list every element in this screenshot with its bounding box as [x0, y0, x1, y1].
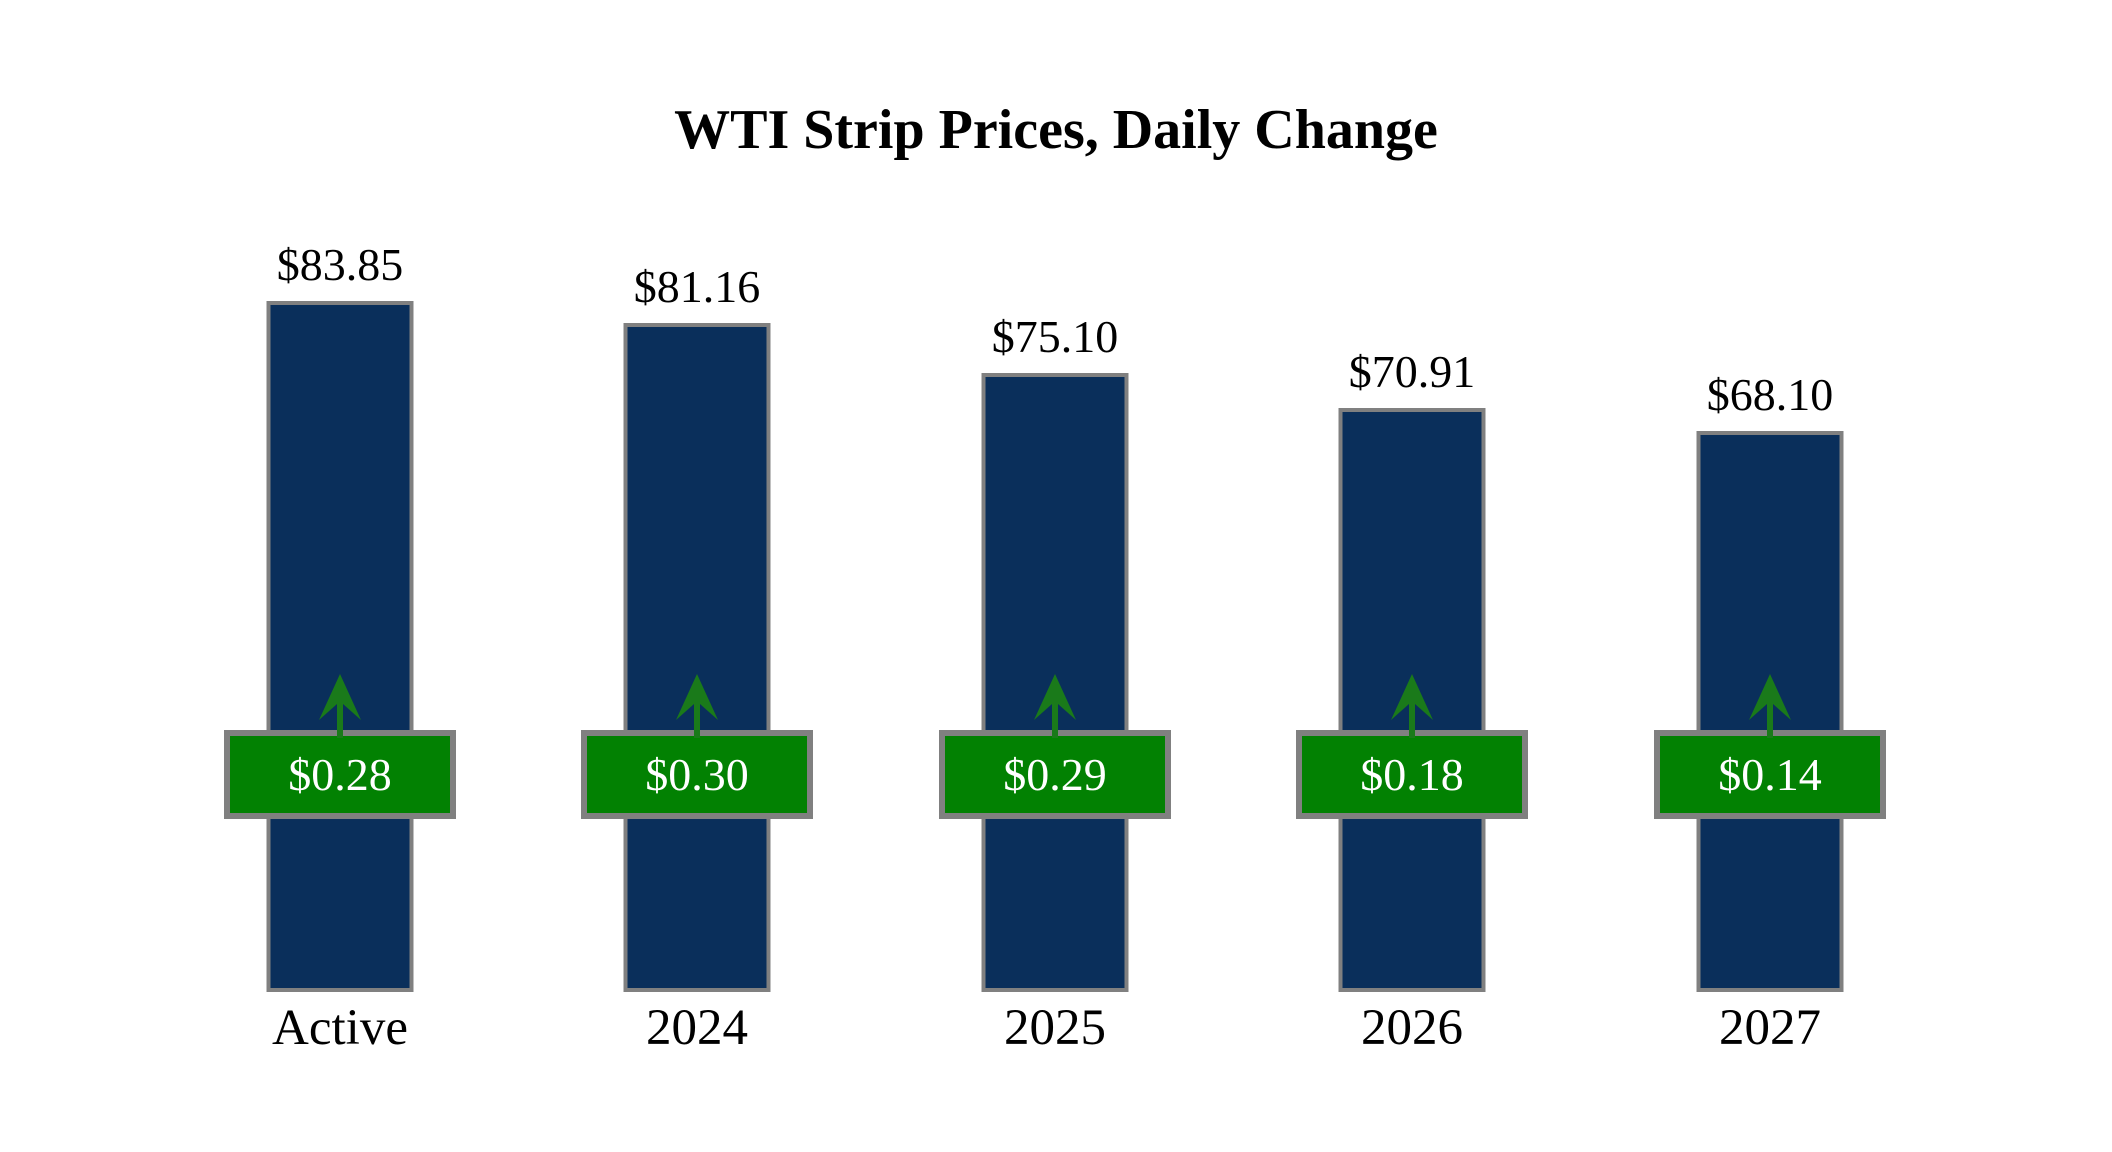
- daily-change-value: $0.18: [1360, 748, 1464, 800]
- category-label: 2025: [1004, 1000, 1106, 1056]
- bar-column: $68.10 $0.14 2027: [1591, 0, 1949, 1152]
- daily-change-box: $0.30: [581, 730, 813, 819]
- category-label: 2027: [1719, 1000, 1821, 1056]
- bar-column: $83.85 $0.28 Active: [161, 0, 519, 1152]
- up-arrow-icon: [676, 674, 718, 738]
- chart-title: WTI Strip Prices, Daily Change: [674, 99, 1438, 161]
- bar-price-label: $68.10: [1706, 369, 1834, 421]
- up-arrow-icon: [1034, 674, 1076, 738]
- bar-column: $75.10 $0.29 2025: [876, 0, 1234, 1152]
- bar-price-label: $75.10: [991, 311, 1119, 363]
- daily-change-box: $0.14: [1654, 730, 1886, 819]
- up-arrow-icon: [319, 674, 361, 738]
- strip-price-bar: [623, 323, 771, 992]
- up-arrow-icon: [1391, 674, 1433, 738]
- bar-price-label: $81.16: [633, 261, 761, 313]
- bar-price-label: $70.91: [1348, 346, 1476, 398]
- category-label: 2026: [1361, 1000, 1463, 1056]
- bar-price-label: $83.85: [276, 239, 404, 291]
- daily-change-value: $0.30: [645, 748, 749, 800]
- daily-change-value: $0.14: [1718, 748, 1822, 800]
- daily-change-box: $0.28: [224, 730, 456, 819]
- up-arrow-icon: [1749, 674, 1791, 738]
- daily-change-box: $0.18: [1296, 730, 1528, 819]
- daily-change-value: $0.28: [288, 748, 392, 800]
- strip-price-bar: [266, 301, 414, 992]
- daily-change-value: $0.29: [1003, 748, 1107, 800]
- category-label: Active: [272, 1000, 408, 1056]
- bar-column: $81.16 $0.30 2024: [518, 0, 876, 1152]
- category-label: 2024: [646, 1000, 748, 1056]
- bar-column: $70.91 $0.18 2026: [1233, 0, 1591, 1152]
- daily-change-box: $0.29: [939, 730, 1171, 819]
